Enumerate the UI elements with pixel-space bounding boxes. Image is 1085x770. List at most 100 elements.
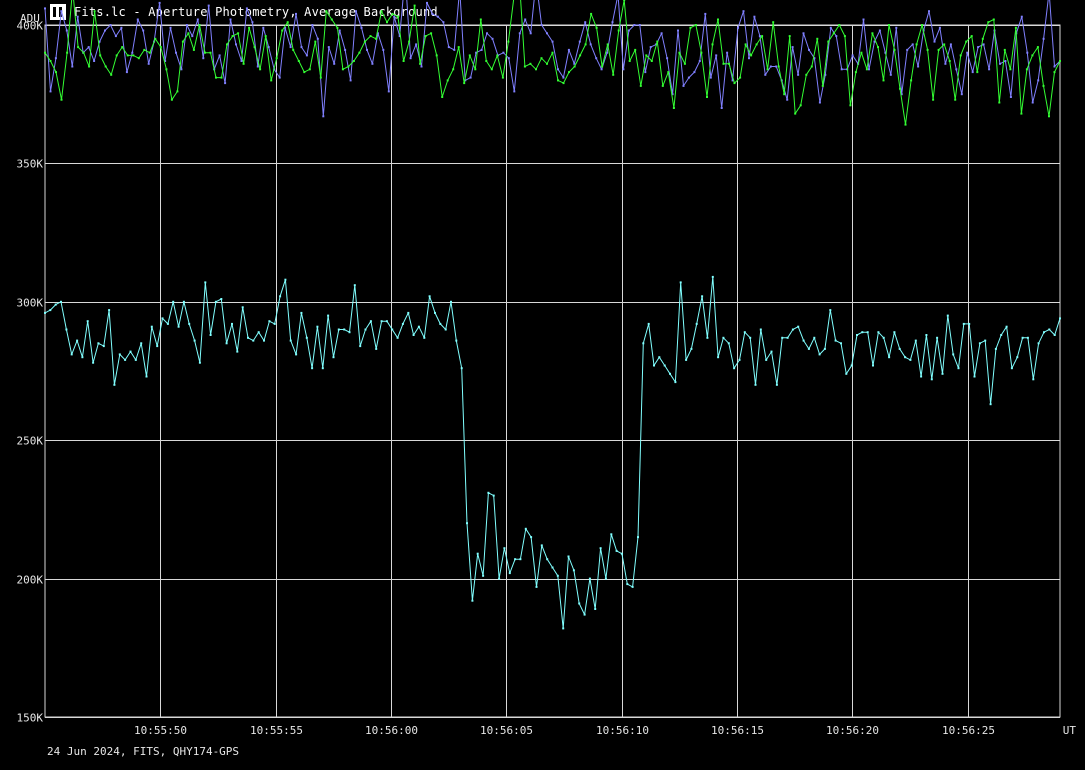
- series-3-point: [695, 322, 698, 325]
- y-tick-label: 250K: [17, 435, 44, 448]
- series-1-point: [928, 10, 930, 13]
- series-3-point: [578, 602, 581, 605]
- series-3-point: [49, 309, 52, 312]
- series-1-point: [731, 79, 734, 82]
- series-2-point: [893, 48, 896, 51]
- series-3-point: [337, 328, 340, 331]
- series-3-point: [220, 298, 223, 300]
- series-1-point: [578, 40, 581, 43]
- series-1-point: [114, 35, 117, 38]
- series-1-point: [175, 51, 177, 54]
- series-2-point: [943, 43, 946, 46]
- series-2-point: [187, 32, 190, 35]
- series-2-point: [535, 68, 537, 71]
- series-1-point: [797, 73, 800, 76]
- series-2-point: [93, 10, 96, 13]
- series-3-point: [823, 347, 826, 350]
- series-3-point: [706, 336, 709, 339]
- series-1-point: [469, 76, 472, 79]
- series-3-point: [129, 350, 132, 353]
- series-1-point: [971, 71, 974, 74]
- series-1-point: [709, 76, 712, 79]
- series-2-point: [860, 51, 863, 54]
- series-2-point: [474, 68, 477, 71]
- series-1-point: [906, 48, 909, 51]
- series-2-point: [352, 60, 355, 62]
- series-2-point: [468, 54, 471, 57]
- series-2-point: [264, 35, 267, 38]
- series-1-point: [169, 26, 172, 29]
- series-1-point: [546, 32, 548, 35]
- series-1-point: [682, 84, 685, 87]
- series-1-point: [737, 26, 739, 29]
- series-3-point: [588, 577, 591, 580]
- series-3-point: [658, 356, 661, 359]
- series-1-point: [829, 26, 832, 29]
- series-2-point: [656, 40, 659, 43]
- series-3-point: [754, 383, 757, 386]
- series-1-point: [977, 46, 980, 49]
- series-2-point: [44, 51, 46, 54]
- series-2-point: [115, 54, 118, 57]
- series-2-point: [132, 54, 135, 57]
- series-2-point: [215, 76, 217, 79]
- series-1-point: [1004, 60, 1007, 62]
- series-2-point: [99, 54, 102, 57]
- series-2-point: [678, 51, 681, 54]
- series-3-point: [150, 325, 153, 328]
- series-3-point: [722, 336, 725, 339]
- series-3-point: [1037, 342, 1040, 345]
- series-2-point: [397, 15, 399, 18]
- series-1-point: [687, 76, 690, 79]
- series-1-point: [420, 65, 423, 68]
- series-2-point: [441, 96, 444, 98]
- series-3-point: [316, 325, 319, 328]
- series-2-point: [165, 68, 168, 71]
- series-2-point: [805, 73, 808, 76]
- series-3-point: [70, 353, 73, 356]
- series-3-point: [102, 345, 105, 348]
- series-3-point: [172, 300, 175, 303]
- series-1-point: [442, 21, 445, 24]
- series-1-point: [120, 26, 123, 29]
- series-1-point: [431, 12, 434, 15]
- x-tick-label: 10:56:15: [711, 724, 764, 737]
- series-2-point: [832, 32, 835, 35]
- series-1-point: [393, 15, 396, 18]
- series-1-point: [229, 18, 232, 21]
- series-1-point: [109, 24, 112, 26]
- series-3-point: [140, 342, 143, 345]
- series-2-point: [49, 60, 52, 62]
- series-3-point: [380, 320, 383, 323]
- series-3-point: [1032, 378, 1035, 381]
- series-1-point: [671, 93, 674, 96]
- series-3-point: [610, 533, 613, 536]
- series-3-point: [893, 331, 896, 334]
- series-3-point: [439, 322, 442, 325]
- series-1-point: [1026, 51, 1029, 54]
- series-1-point: [322, 115, 325, 118]
- series-1-point: [349, 79, 352, 82]
- series-1-point: [557, 68, 559, 71]
- series-2-point: [529, 62, 532, 65]
- series-2-point: [744, 43, 747, 46]
- series-3-point: [124, 358, 127, 361]
- series-2-point: [452, 68, 455, 71]
- series-1-point: [131, 51, 134, 54]
- series-1-point: [677, 29, 679, 32]
- series-2-point: [479, 18, 482, 21]
- series-2-point: [259, 68, 262, 71]
- series-2-point: [948, 60, 951, 62]
- series-2-point: [755, 43, 758, 46]
- series-2-point: [777, 65, 780, 68]
- series-2-point: [965, 40, 968, 43]
- series-1-point: [748, 57, 750, 60]
- series-3-point: [514, 558, 517, 561]
- series-1-point: [289, 46, 292, 49]
- series-2-point: [683, 62, 686, 65]
- series-2-point: [375, 37, 377, 40]
- series-1-point: [327, 46, 330, 49]
- y-tick-label: 150K: [17, 712, 44, 725]
- series-3-point: [1010, 367, 1013, 370]
- series-2-point: [628, 60, 631, 62]
